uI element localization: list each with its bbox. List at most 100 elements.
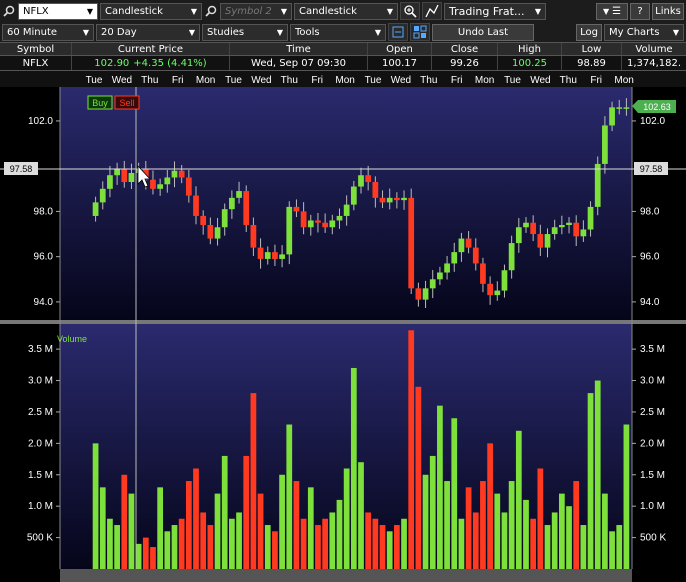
chevron-down-icon: ▼	[672, 27, 679, 37]
chevron-down-icon: ▼	[534, 6, 541, 16]
candle-body	[501, 270, 508, 291]
volume-bar	[92, 443, 99, 569]
menu-icon: ☰	[612, 5, 622, 17]
sell-button[interactable]: Sell	[114, 95, 140, 110]
candle-body	[257, 247, 264, 259]
volume-bar	[573, 481, 580, 569]
candle-body	[207, 224, 214, 239]
volume-tick-label-right: 1.0 M	[640, 501, 665, 512]
quote-volume: 1,374,182.	[626, 57, 682, 69]
chart-type-2-value: Candlestick	[299, 5, 357, 17]
tools-select[interactable]: Tools ▼	[290, 23, 386, 41]
price-tick-label-left: 96.0	[34, 252, 54, 263]
day-label: Tue	[365, 75, 382, 86]
volume-tick-label-left: 3.5 M	[28, 344, 53, 355]
search-icon[interactable]	[2, 2, 16, 20]
volume-bar	[243, 455, 250, 569]
undo-last-button[interactable]: Undo Last	[432, 23, 534, 41]
volume-tick-label-left: 500 K	[27, 533, 53, 544]
price-tick-label-left: 98.0	[34, 206, 54, 217]
candle-body	[537, 234, 544, 248]
settings-icon[interactable]	[410, 23, 430, 41]
candle-body	[551, 227, 558, 235]
candle-body	[358, 175, 364, 187]
candle-body	[322, 222, 329, 228]
buy-button[interactable]: Buy	[87, 95, 113, 110]
volume-bar	[379, 525, 386, 569]
candle-body	[580, 229, 587, 237]
time-scrollbar[interactable]	[60, 569, 632, 582]
volume-bar	[229, 518, 235, 569]
draw-tool-icon[interactable]	[422, 2, 442, 20]
quote-high: 100.25	[498, 56, 562, 70]
volume-bar	[429, 455, 436, 569]
search-icon[interactable]	[204, 2, 218, 20]
volume-bar	[193, 468, 199, 569]
my-charts-label: My Charts	[609, 26, 660, 38]
symbol2-placeholder: Symbol 2	[225, 5, 272, 17]
help-button[interactable]: ?	[630, 2, 650, 20]
volume-bar	[121, 474, 128, 569]
volume-bar	[114, 525, 120, 569]
quote-header: Symbol Current Price Time Open Close Hig…	[0, 42, 686, 56]
candle-body	[343, 204, 350, 216]
symbol-input[interactable]: NFLX ▼	[18, 2, 98, 20]
volume-bar	[609, 531, 615, 569]
candle-body	[200, 215, 207, 225]
symbol-value: NFLX	[23, 5, 49, 17]
day-label: Fri	[451, 75, 463, 86]
day-label: Wed	[251, 75, 271, 86]
candle-body	[530, 222, 537, 235]
quote-open: 100.17	[368, 56, 432, 70]
candle-body	[422, 288, 429, 300]
candle-body	[515, 227, 522, 244]
chart-type-2-select[interactable]: Candlestick ▼	[294, 2, 398, 20]
chevron-down-icon: ▼	[190, 6, 197, 16]
price-panel	[60, 87, 632, 320]
chevron-down-icon: ▼	[276, 27, 283, 37]
volume-bar	[150, 547, 156, 569]
layout-select[interactable]: Trading Frat... ▼	[444, 2, 546, 20]
interval-select[interactable]: 60 Minute ▼	[2, 23, 94, 41]
header-close: Close	[432, 43, 498, 55]
my-charts-select[interactable]: My Charts ▼	[604, 23, 684, 41]
candle-body	[229, 197, 235, 210]
links-button[interactable]: Links	[652, 2, 684, 20]
candle-body	[221, 209, 228, 228]
volume-bar	[214, 493, 221, 569]
volume-bar	[200, 512, 207, 569]
header-symbol: Symbol	[0, 43, 72, 55]
price-tick-label-left: 102.0	[28, 116, 53, 127]
day-label: Wed	[112, 75, 132, 86]
volume-bar	[415, 386, 422, 569]
volume-bar	[300, 518, 307, 569]
volume-tick-label-right: 1.5 M	[640, 470, 665, 481]
zoom-icon[interactable]	[400, 2, 420, 20]
log-button[interactable]: Log	[576, 23, 602, 41]
range-select[interactable]: 20 Day ▼	[96, 23, 200, 41]
candle-body	[523, 222, 529, 228]
day-label: Tue	[504, 75, 521, 86]
volume-bar	[250, 393, 257, 569]
quote-close: 99.26	[432, 56, 498, 70]
chevron-down-icon: ▼	[280, 6, 287, 16]
volume-bar	[551, 512, 558, 569]
last-price-text: 102.63	[643, 102, 671, 112]
price-volume-chart[interactable]: Tue Wed Thu Fri Mon Tue Wed Thu Fri Mon Tue Wed Thu F…	[0, 71, 686, 582]
candle-body	[293, 206, 300, 212]
volume-bar	[279, 474, 285, 569]
menu-button[interactable]: ▼ ☰	[596, 2, 628, 20]
chart-type-select[interactable]: Candlestick ▼	[100, 2, 202, 20]
chevron-down-icon: ▼	[86, 6, 93, 16]
studies-label: Studies	[207, 26, 245, 38]
quote-price: 102.90	[94, 57, 130, 69]
volume-bar	[465, 487, 472, 569]
volume-bar	[307, 487, 314, 569]
refresh-icon[interactable]	[388, 23, 408, 41]
chevron-down-icon: ▼	[602, 6, 610, 16]
header-volume: Volume	[635, 43, 673, 55]
symbol2-input[interactable]: Symbol 2 ▼	[220, 2, 292, 20]
studies-select[interactable]: Studies ▼	[202, 23, 288, 41]
date-axis-band	[0, 71, 686, 87]
interval-value: 60 Minute	[7, 26, 58, 38]
